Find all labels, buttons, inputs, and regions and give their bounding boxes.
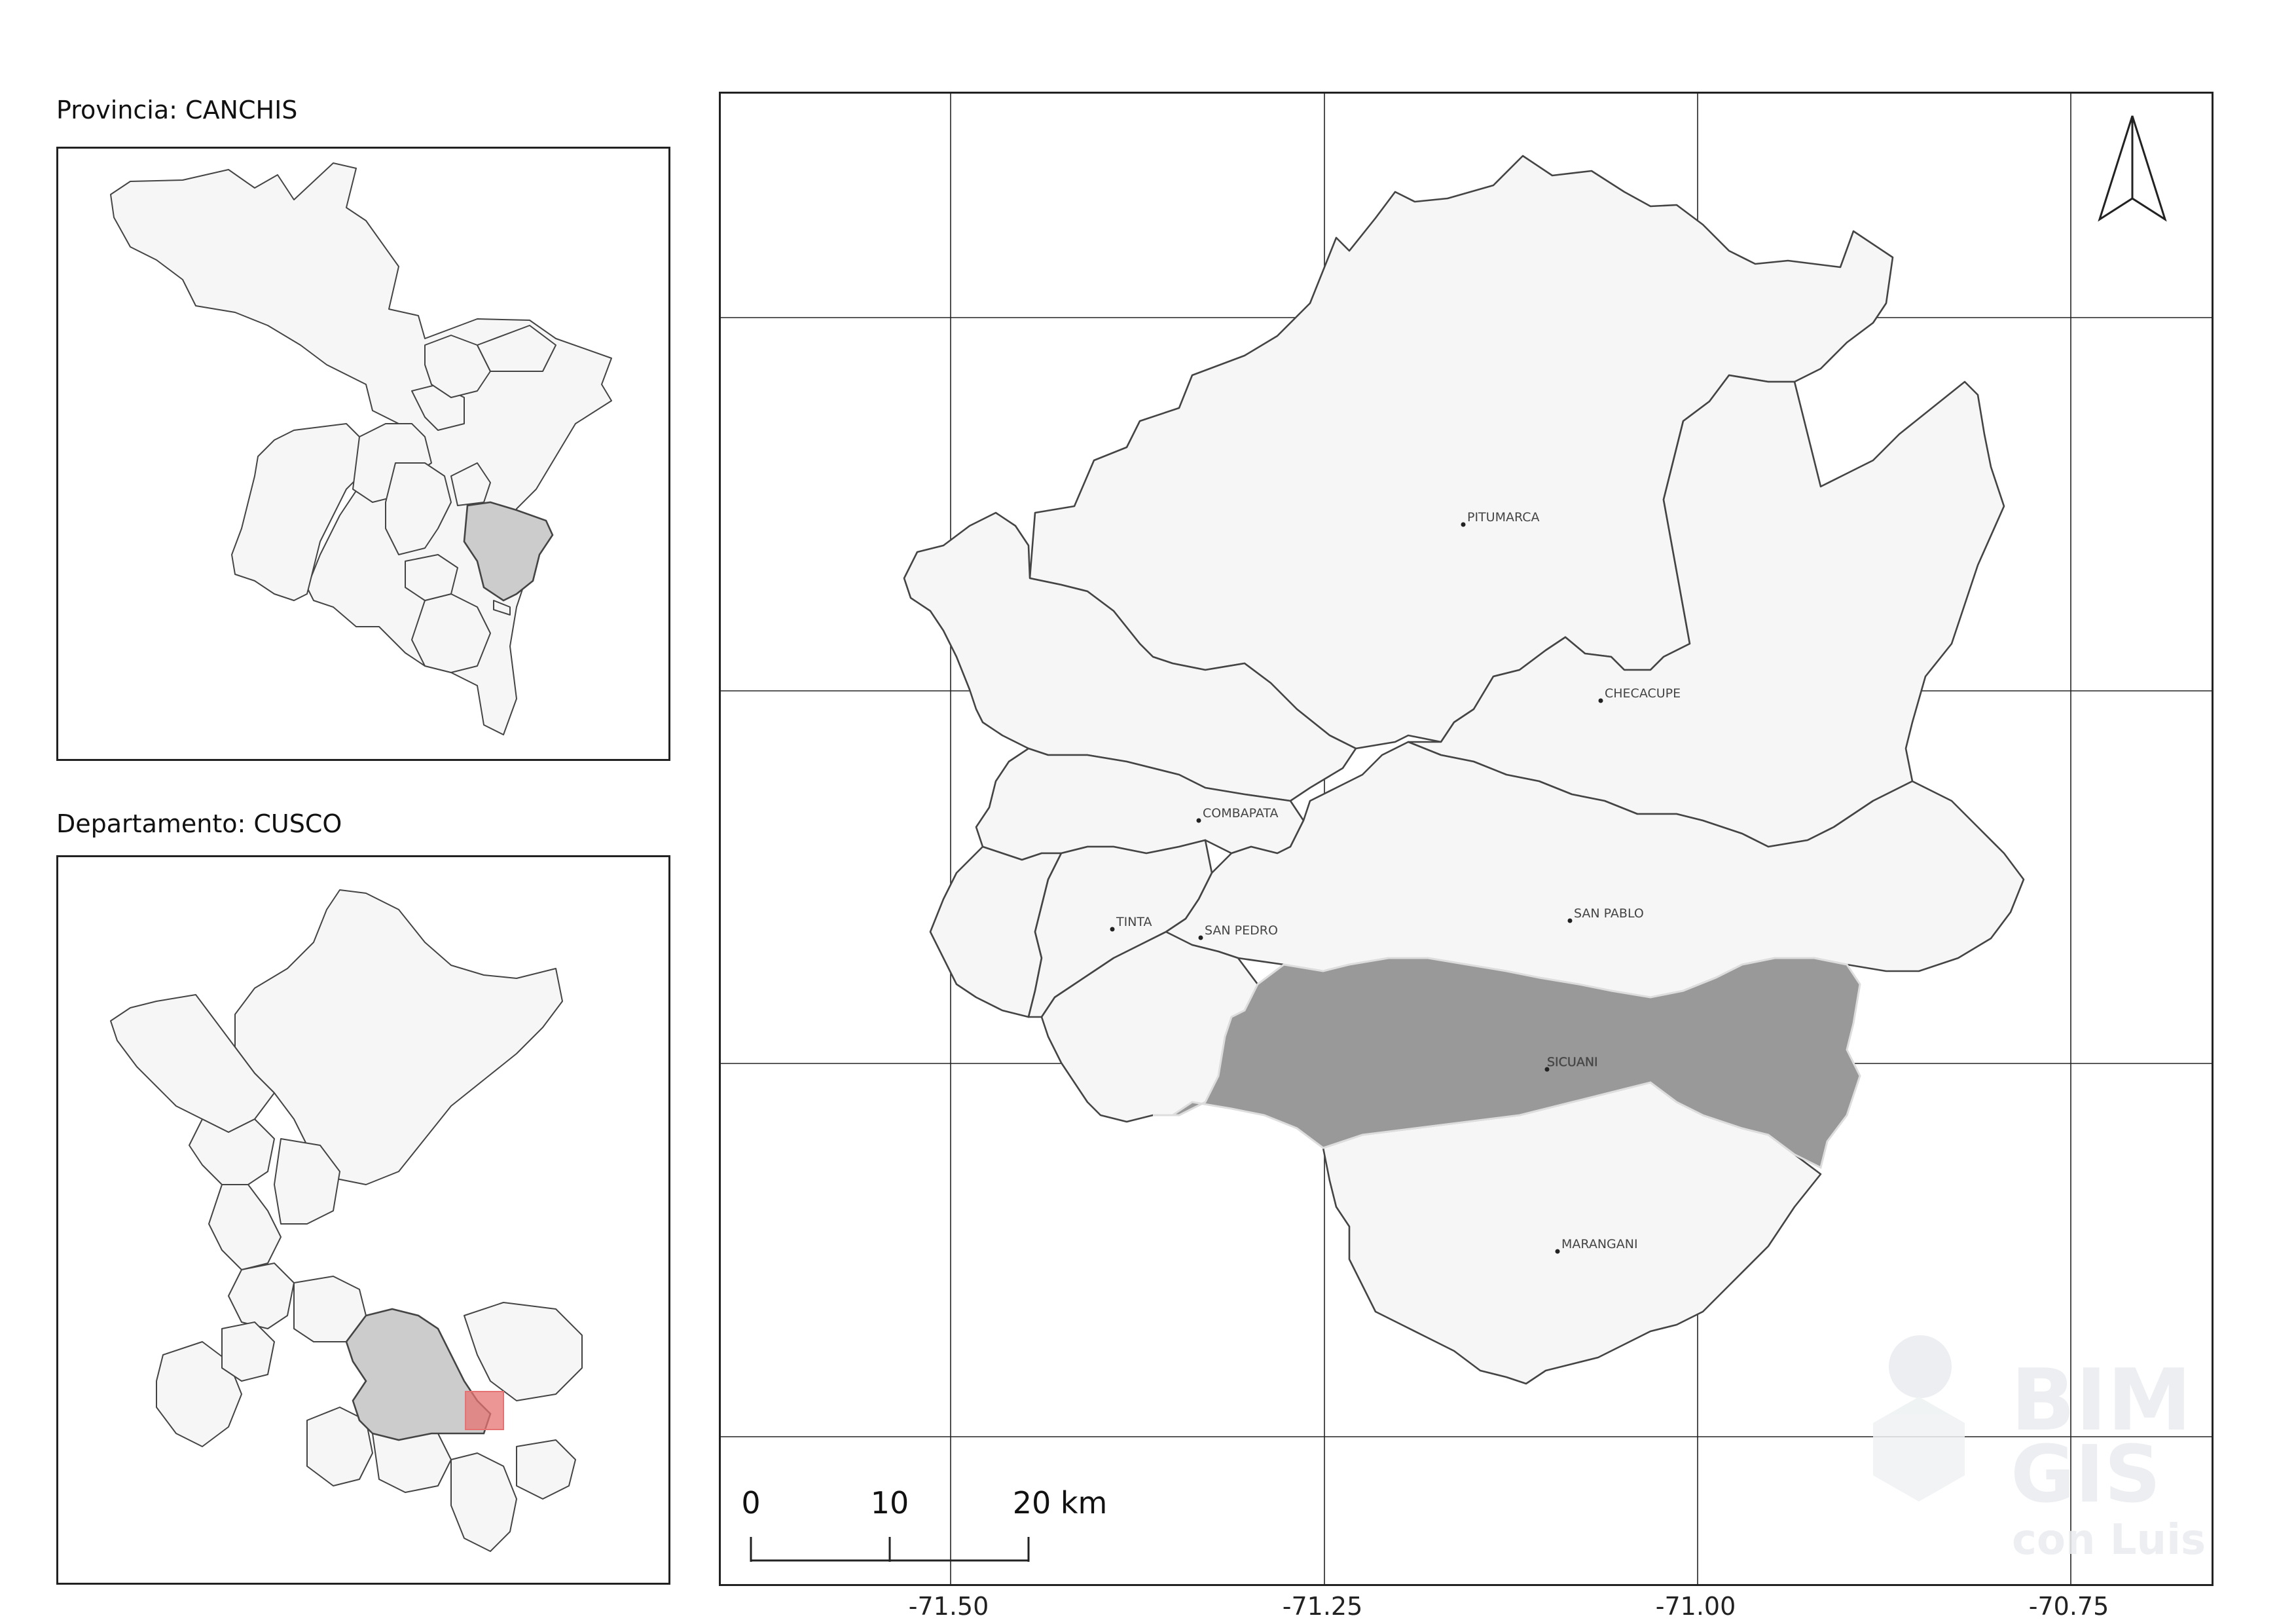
town-labels: PITUMARCA CHECACUPE COMBAPATA TINTA SAN …: [1116, 510, 1681, 1251]
label-combapata: COMBAPATA: [1203, 806, 1279, 821]
scale-label-0: 0: [741, 1485, 760, 1521]
town-markers: [1110, 522, 1603, 1254]
label-pitumarca: PITUMARCA: [1467, 510, 1539, 525]
main-map-frame: PITUMARCA CHECACUPE COMBAPATA TINTA SAN …: [719, 92, 2214, 1586]
watermark-line-3: con Luis: [2012, 1516, 2206, 1564]
district-polygons: [903, 155, 2025, 1385]
province-inset-title: Provincia: CANCHIS: [56, 96, 298, 124]
canchis-extent-marker: [465, 1391, 504, 1430]
north-arrow-icon: [2098, 115, 2167, 222]
scale-label-20km: 20 km: [1013, 1485, 1108, 1521]
province-outlines: [110, 162, 612, 735]
cusco-department-highlight: [345, 1308, 492, 1441]
label-san-pedro: SAN PEDRO: [1205, 923, 1278, 938]
label-san-pablo: SAN PABLO: [1574, 906, 1644, 921]
watermark-line-1: BIM: [2011, 1350, 2192, 1450]
lon-label-71-00: -71.00: [1656, 1592, 1736, 1621]
longitude-labels: -71.50 -71.25 -71.00 -70.75: [909, 1592, 2109, 1621]
lon-label-71-25: -71.25: [1283, 1592, 1363, 1621]
lon-label-70-75: -70.75: [2029, 1592, 2109, 1621]
bimgis-watermark: BIM GIS con Luis: [1873, 1335, 2206, 1564]
peru-region-outlines: [110, 889, 583, 1552]
scale-label-10: 10: [871, 1485, 909, 1521]
lon-label-71-50: -71.50: [909, 1592, 989, 1621]
canchis-province-highlight: [463, 501, 554, 602]
province-inset-map: [56, 147, 670, 761]
scale-bar: 0 10 20 km: [741, 1485, 1107, 1562]
department-inset-map: [56, 855, 670, 1585]
department-inset-title: Departamento: CUSCO: [56, 809, 342, 838]
watermark-line-2: GIS: [2011, 1430, 2161, 1521]
label-checacupe: CHECACUPE: [1605, 686, 1681, 701]
label-marangani: MARANGANI: [1561, 1237, 1638, 1251]
district-sicuani-highlight: [1153, 957, 1861, 1170]
label-sicuani: SICUANI: [1547, 1055, 1598, 1069]
label-tinta: TINTA: [1116, 915, 1152, 929]
